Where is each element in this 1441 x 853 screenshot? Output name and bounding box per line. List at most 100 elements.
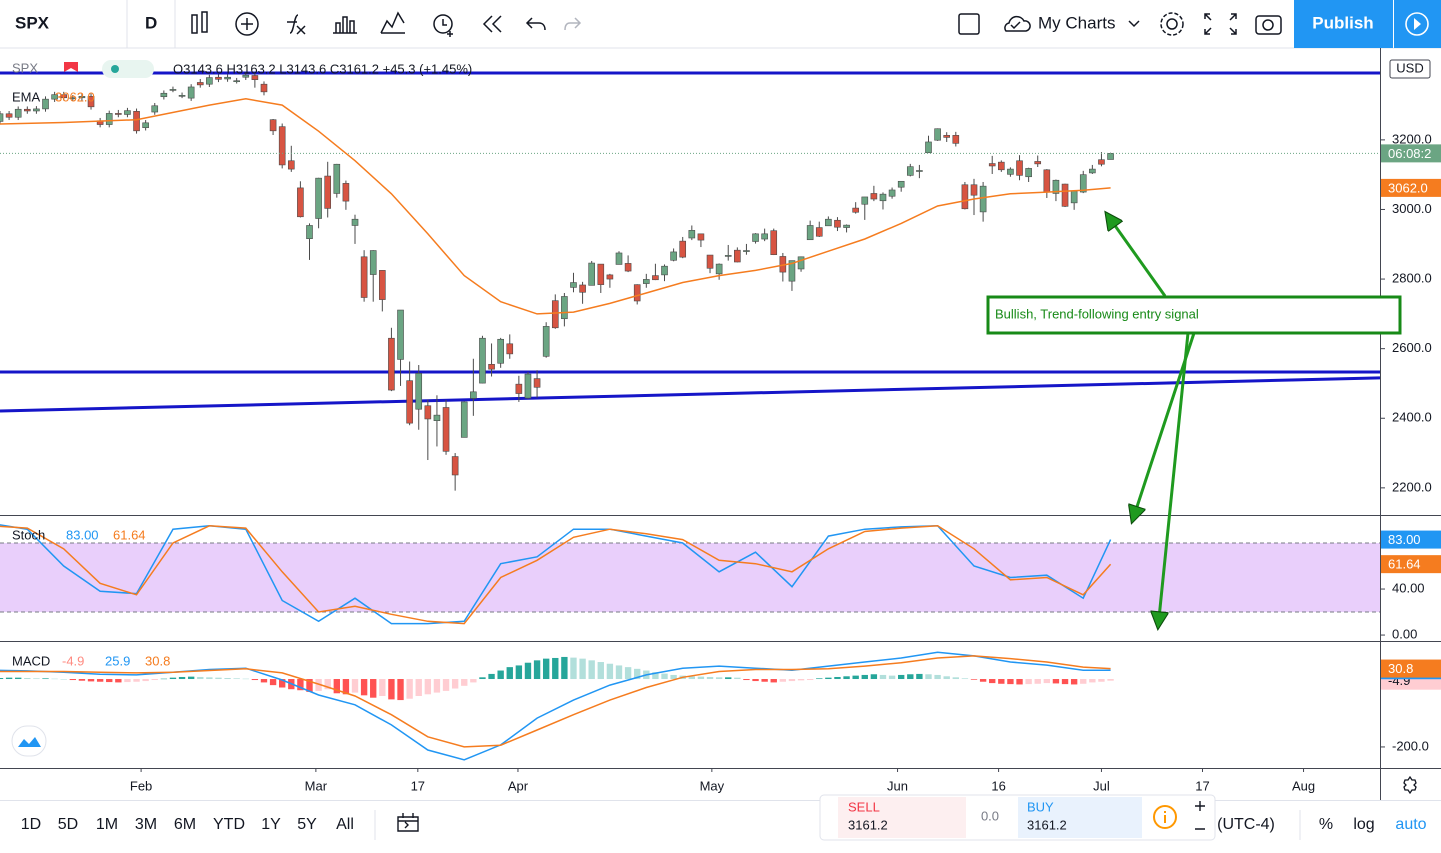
- histogram-bar: [315, 679, 322, 691]
- range-button[interactable]: YTD: [213, 816, 245, 833]
- histogram-bar: [579, 658, 586, 680]
- candle-body: [379, 270, 386, 300]
- histogram-bar: [1080, 679, 1087, 684]
- histogram-bar: [934, 674, 941, 680]
- currency-box: [1389, 59, 1431, 79]
- buy-label[interactable]: BUY: [1027, 799, 1054, 814]
- candle-body: [643, 279, 650, 284]
- toolbar-icons[interactable]: [191, 11, 1282, 37]
- candle-body: [1079, 174, 1087, 193]
- info-icon[interactable]: [1153, 805, 1177, 829]
- sell-label[interactable]: SELL: [848, 799, 880, 814]
- histogram-bar: [115, 679, 122, 683]
- histogram-bar: [961, 678, 969, 680]
- range-button[interactable]: 6M: [174, 816, 196, 833]
- histogram-bar: [479, 677, 486, 680]
- y-tick-label: 2400.0: [1392, 410, 1432, 425]
- range-button[interactable]: 1Y: [261, 816, 281, 833]
- histogram-bar: [5, 677, 13, 680]
- range-button[interactable]: 5D: [58, 816, 78, 833]
- candle-body: [788, 260, 796, 282]
- candle-body: [324, 175, 332, 209]
- histogram-bar: [78, 679, 86, 681]
- candle-body: [278, 126, 286, 166]
- histogram-bar: [1070, 679, 1078, 685]
- auto-toggle[interactable]: auto: [1395, 816, 1426, 833]
- candle-body: [151, 105, 159, 113]
- log-toggle[interactable]: log: [1353, 816, 1374, 833]
- timezone[interactable]: (UTC-4): [1217, 816, 1275, 833]
- histogram-bar: [433, 679, 441, 693]
- annotation-arrow: [1106, 213, 1167, 297]
- histogram-bar: [151, 679, 158, 681]
- buy-button[interactable]: [1018, 797, 1142, 838]
- candle-body: [861, 196, 869, 205]
- candle-body: [852, 207, 859, 213]
- replay-icon[interactable]: [1414, 18, 1421, 30]
- sell-button[interactable]: [838, 797, 966, 838]
- candle-body: [934, 128, 941, 141]
- range-button[interactable]: 1D: [21, 816, 41, 833]
- candle-body: [24, 108, 31, 112]
- qty-buttons[interactable]: [1195, 801, 1205, 830]
- histogram-bar: [379, 679, 386, 696]
- candle-body: [706, 254, 714, 269]
- price-tag: [1381, 178, 1441, 197]
- candle-body: [988, 163, 996, 167]
- percent-toggle[interactable]: %: [1319, 816, 1333, 833]
- histogram-bar: [297, 679, 304, 691]
- candle-body: [178, 95, 186, 97]
- range-button[interactable]: 3M: [135, 816, 157, 833]
- candle-body: [87, 96, 95, 108]
- candle-body: [888, 189, 896, 197]
- currency: USD: [1396, 60, 1423, 75]
- y-tick-label: 3200.0: [1392, 131, 1432, 146]
- histogram-bar: [952, 677, 959, 680]
- histogram-bar: [351, 679, 359, 693]
- candle-body: [451, 456, 459, 476]
- histogram-bar: [142, 679, 149, 682]
- legend-macd: MACD: [12, 653, 50, 668]
- candle-body: [998, 161, 1005, 171]
- range-button[interactable]: 5Y: [297, 816, 317, 833]
- histogram-bar: [1098, 679, 1105, 682]
- settings-icon[interactable]: [1403, 775, 1417, 795]
- price-tag-label: 06:08:2: [1388, 146, 1431, 161]
- histogram-bar: [197, 676, 204, 680]
- candle-body: [187, 86, 195, 99]
- legend-status: [102, 60, 154, 78]
- histogram-bar: [388, 679, 395, 700]
- histogram-bar: [233, 678, 240, 680]
- candle-body: [287, 160, 295, 170]
- histogram-bar: [879, 674, 887, 680]
- histogram-bar: [488, 673, 495, 680]
- candle-body: [160, 92, 168, 98]
- symbol[interactable]: SPX: [15, 13, 50, 32]
- histogram-bar: [1061, 679, 1069, 685]
- histogram-bar: [96, 679, 104, 682]
- my-charts[interactable]: My Charts: [1038, 13, 1115, 32]
- candle-body: [1025, 168, 1032, 178]
- histogram-bar: [624, 667, 632, 680]
- sell-price[interactable]: 3161.2: [848, 817, 888, 832]
- range-button[interactable]: All: [336, 816, 354, 833]
- histogram-bar: [761, 679, 768, 682]
- range-button[interactable]: 1M: [96, 816, 118, 833]
- histogram-bar: [797, 679, 805, 681]
- logo[interactable]: [18, 737, 41, 747]
- x-tick-label: 17: [1195, 778, 1209, 793]
- candle-body: [51, 94, 58, 100]
- logo-badge[interactable]: [11, 725, 47, 757]
- candle-body: [115, 113, 122, 115]
- interval[interactable]: D: [145, 13, 157, 32]
- replay-icon[interactable]: [1405, 12, 1429, 36]
- buy-price[interactable]: 3161.2: [1027, 817, 1067, 832]
- publish-button[interactable]: [1294, 0, 1393, 48]
- histogram-bar: [597, 662, 604, 680]
- candle-body: [269, 119, 277, 132]
- histogram-bar: [506, 667, 513, 680]
- annotation-box: [986, 295, 1402, 335]
- publish-label[interactable]: Publish: [1312, 13, 1373, 32]
- date-range-icon[interactable]: [397, 813, 419, 832]
- range-buttons: 1D 5D 1M 3M 6M YTD 1Y 5Y All: [21, 816, 354, 833]
